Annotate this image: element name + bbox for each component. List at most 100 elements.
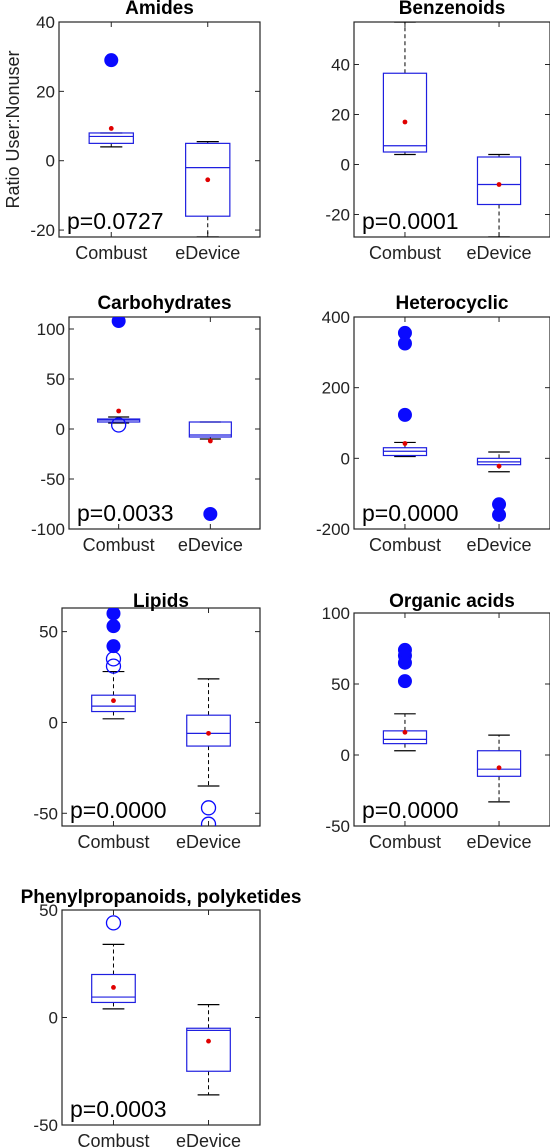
box-iqr [188,421,232,438]
axes-frame [68,316,261,530]
mean-point [111,698,116,704]
x-category-label: Combust [369,832,441,852]
y-tick-label: 40 [331,56,350,75]
axes-frame [58,21,261,238]
panel-phenylpropanoids-polyketides: -50 0 50 Combust eDevice Phenylpropanoids, po… [21,887,302,1147]
y-tick-label: -20 [325,206,350,225]
box-edevice [185,141,231,237]
axes-frame [353,612,550,827]
y-tick-label: 400 [322,308,350,327]
panel-title: Benzenoids [399,0,506,19]
x-category-label: eDevice [175,243,240,263]
box-combust [91,915,136,1010]
box-combust [88,53,134,148]
outlier-open [105,915,122,931]
box-edevice [476,153,522,237]
y-tick-label: 50 [46,370,65,389]
outlier-filled [492,497,507,512]
axes-frame [353,316,550,530]
mean-point [496,182,502,187]
p-value-label: p=0.0000 [70,797,167,823]
y-tick-label: 40 [36,13,55,32]
mean-point [205,177,211,183]
y-tick-label: -200 [316,520,350,539]
y-tick-label: -20 [30,221,55,240]
y-tick-label: 50 [331,675,350,694]
outlier-filled [397,325,412,340]
x-category-label: eDevice [176,1131,241,1147]
box-iqr [185,142,231,217]
box-edevice [476,451,522,522]
x-category-label: Combust [369,243,441,263]
box-iqr [476,156,522,206]
panel-title: Phenylpropanoids, polyketides [21,887,302,908]
plot-area [91,608,231,826]
outlier-filled [106,639,121,654]
box-iqr [476,750,522,777]
plot-area [88,53,231,237]
mean-point [402,119,408,125]
outlier-filled [106,619,121,634]
x-category-label: eDevice [467,535,532,555]
y-tick-label: 0 [49,1009,58,1028]
panel-title: Carbohydrates [97,293,231,314]
box-combust [382,22,428,156]
x-category-label: Combust [75,243,147,263]
p-value-label: p=0.0001 [362,208,459,234]
mean-point [207,438,213,444]
mean-point [111,985,116,990]
x-category-label: eDevice [467,243,532,263]
panel-organic-acids: -50 0 50 100 Combust eDevice Organic acids p=0.… [322,591,550,852]
y-tick-label: 0 [341,156,350,175]
y-tick-label: -50 [33,804,58,823]
box-iqr [91,694,136,713]
x-category-label: eDevice [176,832,241,852]
box-edevice [186,678,231,826]
y-tick-label: 50 [39,623,58,642]
mean-point [402,729,408,735]
box-edevice [186,1003,231,1096]
mean-point [206,730,211,736]
panel-title: Heterocyclic [395,293,508,314]
outlier-open [105,658,122,674]
mean-point [496,463,502,469]
p-value-label: p=0.0000 [362,797,459,823]
outlier-open [200,800,217,816]
p-value-label: p=0.0000 [362,500,459,526]
box-iqr [91,973,136,1004]
mean-point [108,126,114,131]
y-tick-label: 20 [36,82,55,101]
y-tick-label: 50 [39,901,58,920]
panel-lipids: -50 0 50 Combust eDevice Lipids p=0.0000 [33,591,261,852]
outlier-filled [397,655,412,670]
mean-point [116,408,122,414]
x-category-label: Combust [77,832,149,852]
y-tick-label: 0 [341,746,350,765]
outlier-filled [397,407,412,422]
box-combust [91,608,136,720]
y-axis-label: Ratio User:Nonuser [3,50,23,208]
y-tick-label: 100 [322,604,350,623]
mean-point [402,441,408,446]
box-iqr [88,132,134,144]
box-iqr [382,72,428,153]
panel-benzenoids: -20 0 20 40 Combust eDevice Benzenoids p=0.0001 [325,0,550,263]
plot-area [97,317,232,521]
y-tick-label: 0 [46,152,55,171]
outlier-filled [397,336,412,351]
y-tick-label: -100 [31,520,65,539]
box-iqr [186,1027,231,1072]
plot-area [382,325,522,522]
p-value-label: p=0.0033 [77,500,174,526]
outlier-open [200,816,217,826]
box-iqr [186,714,231,747]
x-category-label: eDevice [467,832,532,852]
p-value-label: p=0.0003 [70,1096,167,1122]
panel-title: Organic acids [389,591,515,612]
axes-frame [61,909,261,1126]
outlier-filled [106,608,121,621]
x-category-label: Combust [77,1131,149,1147]
axes-frame [61,607,261,827]
outlier-filled [203,507,218,521]
